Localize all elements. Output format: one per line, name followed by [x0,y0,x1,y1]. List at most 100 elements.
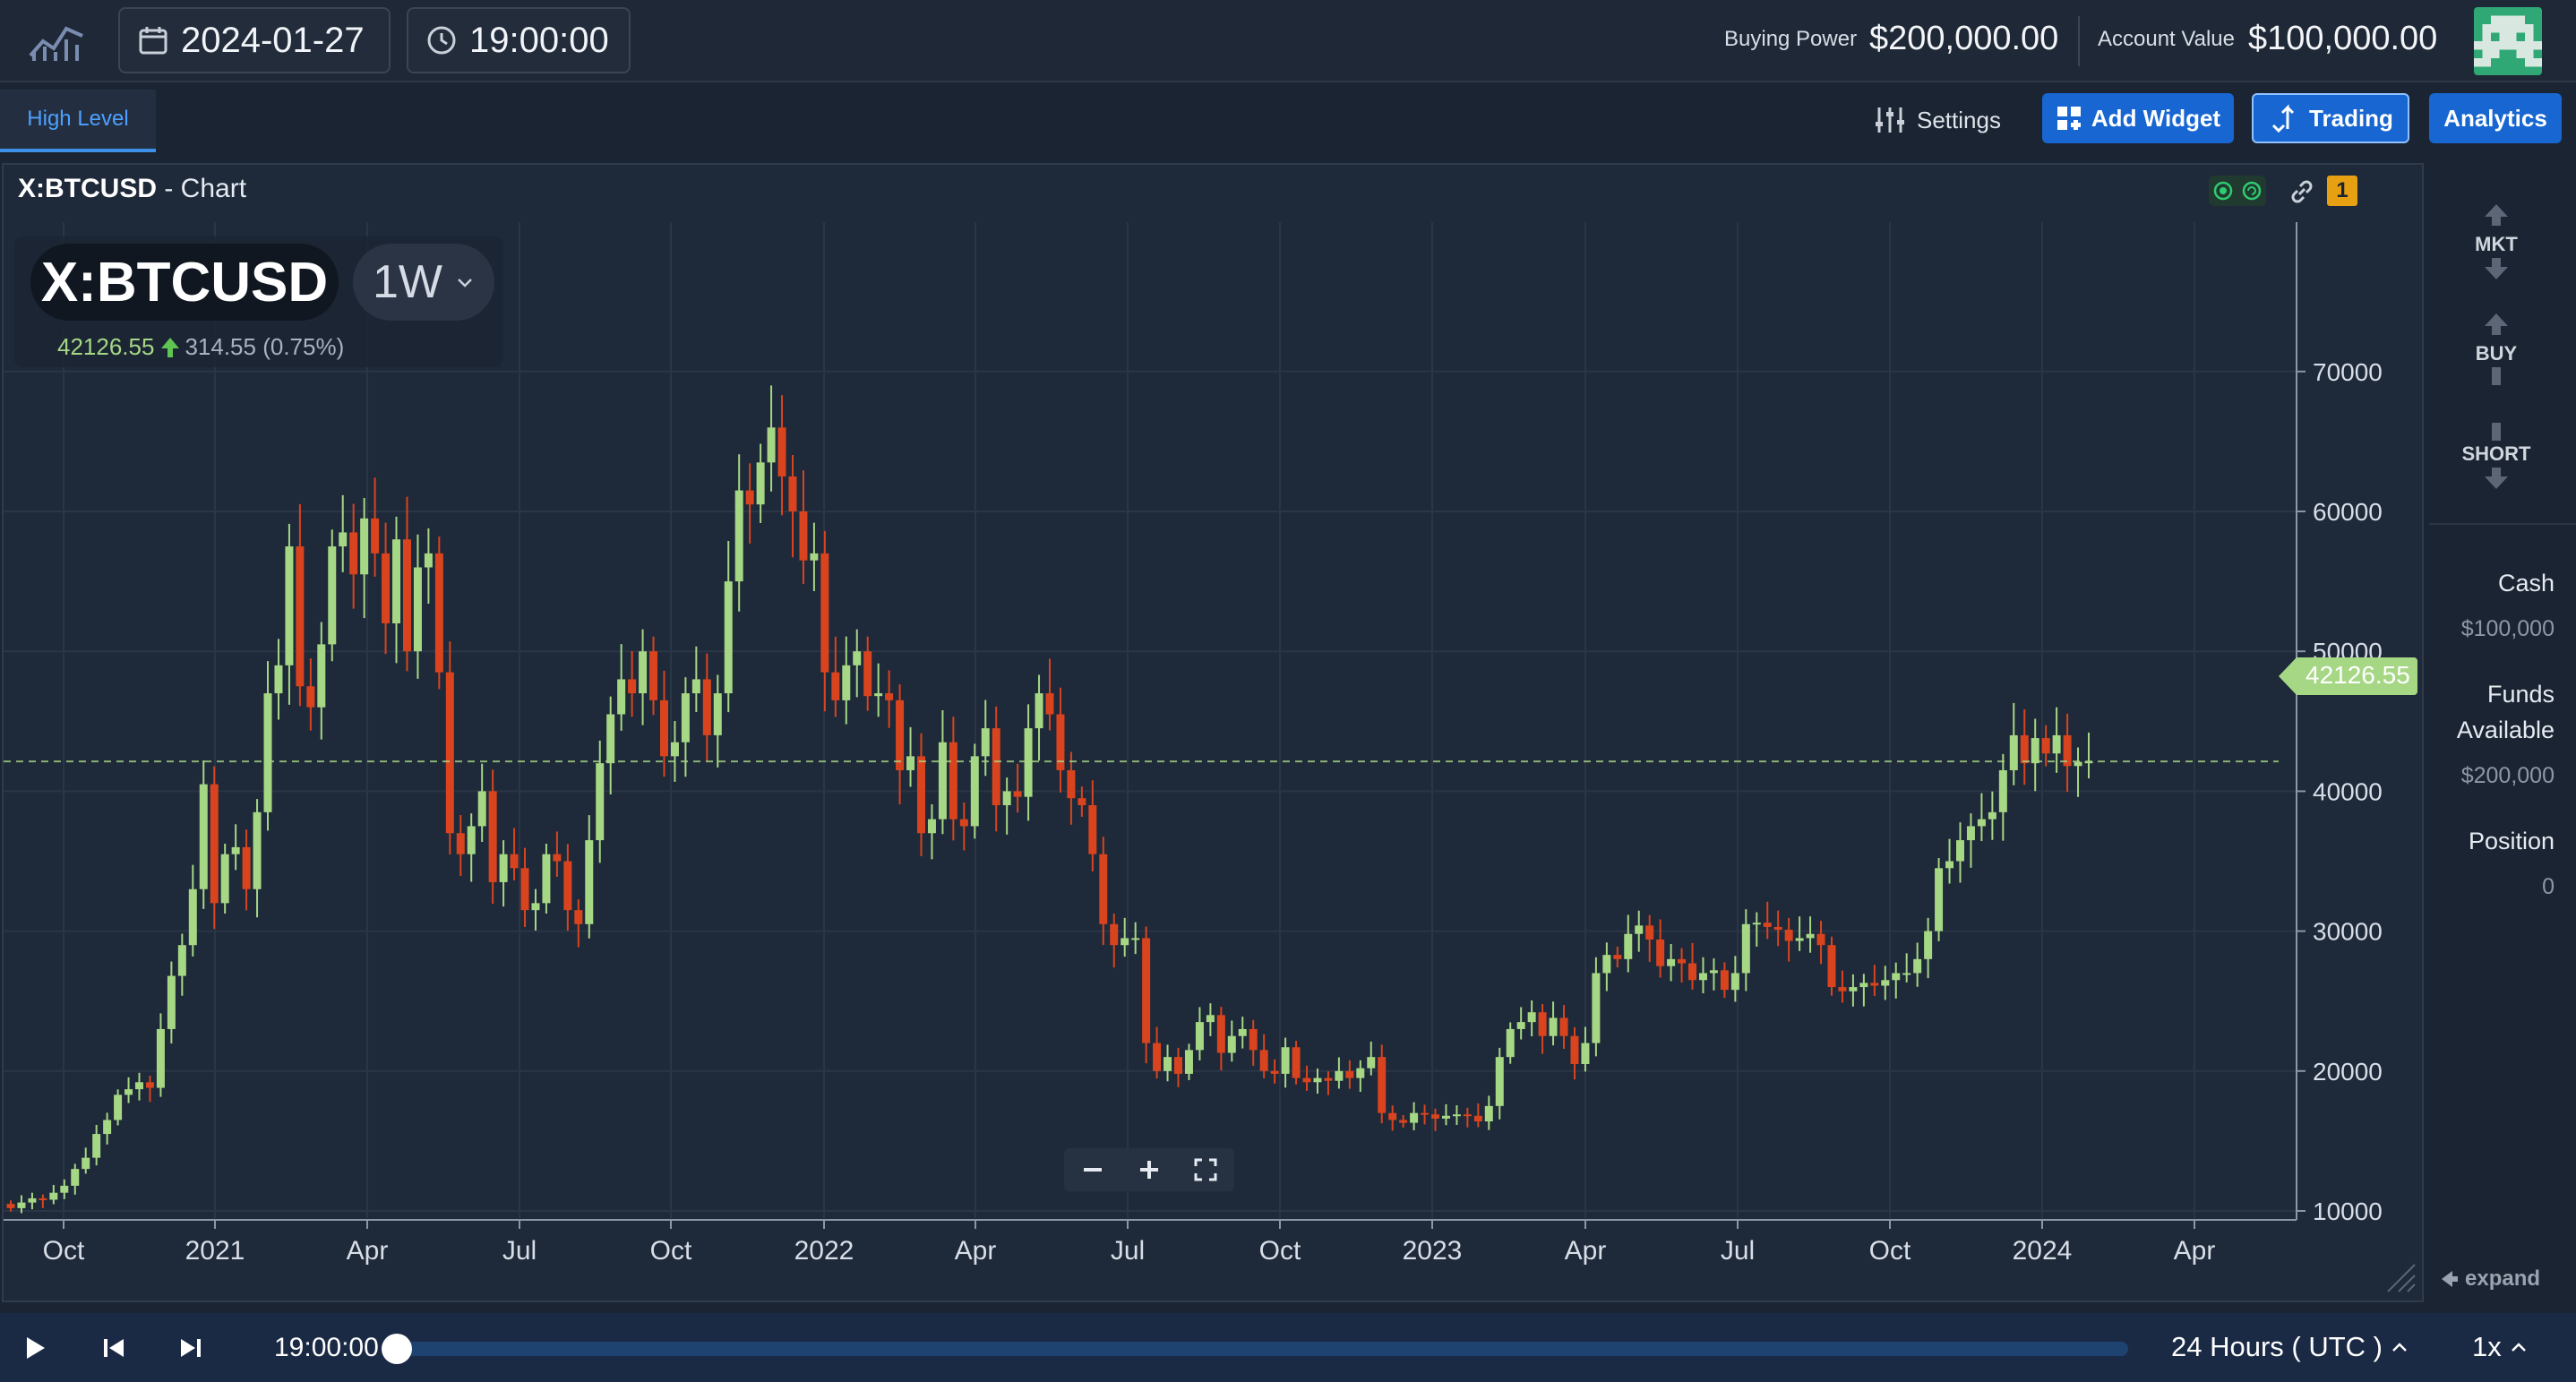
candle-body [510,854,519,869]
candle-body [1035,693,1043,729]
funds-label-1: Funds [2486,681,2555,708]
candle-body [520,868,529,911]
timezone-selector[interactable]: 24 Hours ( UTC ) [2171,1331,2409,1363]
short-button[interactable]: SHORT [2429,423,2563,496]
candle-body [1549,1017,1558,1036]
candle-body [1773,926,1782,931]
candle-body [1624,933,1633,959]
candle-body [402,539,411,652]
grid-plus-icon [2057,107,2081,130]
panel-title-symbol: X:BTCUSD [18,174,157,203]
candle-body [1078,798,1086,806]
candle-body [220,854,229,904]
clock-icon [427,26,456,55]
speed-selector[interactable]: 1x [2472,1331,2529,1363]
candle-body [434,553,443,673]
add-widget-button[interactable]: Add Widget [2042,93,2234,143]
candle-body [853,651,862,665]
divider [2078,16,2080,66]
candle-body [167,975,176,1029]
candle-body [1270,1070,1279,1074]
sidebar-divider [2429,523,2576,525]
expand-button[interactable]: expand [2440,1266,2540,1292]
step-back-icon[interactable] [100,1335,127,1361]
buy-button[interactable]: BUY [2429,312,2563,385]
fullscreen-icon[interactable] [1193,1157,1218,1182]
candle-body [1678,958,1687,964]
candle-body [371,518,380,554]
candle-body [60,1185,69,1193]
x-tick-label: Jul [1721,1236,1755,1266]
user-avatar[interactable] [2474,7,2542,75]
settings-button[interactable]: Settings [1874,100,2001,140]
candle-body [2020,734,2029,764]
playback-track[interactable] [394,1342,2128,1356]
expand-label: expand [2465,1266,2541,1291]
link-icon[interactable] [2288,177,2316,206]
candle-body [1388,1112,1397,1120]
candle-body [1924,931,1933,959]
candle-body [210,784,219,904]
x-tick-label: Oct [650,1236,692,1266]
trading-button[interactable]: Trading [2252,93,2409,143]
candle-body [1410,1112,1419,1123]
candle-body [1238,1028,1247,1036]
play-icon[interactable] [21,1335,48,1361]
candle-body [1538,1012,1547,1036]
buying-power-value: $200,000.00 [1869,20,2059,57]
candle-body [628,679,637,694]
candle-body [1806,933,1815,939]
candle-body [82,1157,90,1170]
time-picker[interactable]: 19:00:00 [407,7,631,73]
candle-body [1206,1015,1215,1023]
candle-body [1153,1043,1162,1071]
candle-body [1892,973,1901,981]
chevron-up-icon [2511,1343,2526,1352]
panel-header: X:BTCUSD - Chart [18,174,246,204]
arrow-up-icon [2485,204,2508,226]
step-forward-icon[interactable] [177,1335,204,1361]
candle-body [339,532,348,547]
app-logo-icon[interactable] [27,20,86,63]
candle-body [916,756,925,834]
y-tick-label: 10000 [2313,1197,2383,1225]
x-tick-label: 2024 [2013,1236,2073,1266]
arrow-left-icon [2442,1271,2458,1287]
candle-body [1988,811,1996,820]
candle-body [456,833,465,854]
interval-selector[interactable]: 1W [353,244,494,321]
price-tag: 42126.55 [2279,657,2417,695]
market-order-button[interactable]: MKT [2429,202,2563,287]
playback-handle[interactable] [382,1334,412,1364]
tab-high-level[interactable]: High Level [0,90,156,152]
time-value: 19:00:00 [469,20,609,60]
buying-power-label: Buying Power [1724,27,1858,51]
zoom-in-icon[interactable] [1137,1157,1162,1182]
arrow-down-icon [2485,468,2508,489]
resize-handle-icon[interactable] [2383,1259,2418,1295]
candle-body [1484,1105,1493,1122]
candle-body [1720,970,1729,991]
candle-body [724,581,733,694]
candle-body [1292,1047,1301,1078]
account-value-label: Account Value [2098,27,2235,51]
date-picker[interactable]: 2024-01-27 [118,7,391,73]
chart-panel: 10000 20000 30000 40000 50000 60000 70000 Oct 20… [2,163,2424,1302]
candle-body [1688,963,1697,981]
candle-body [885,693,894,700]
candle-body [1516,1022,1525,1029]
candle-body [1527,1012,1536,1023]
notification-badge[interactable]: 1 [2327,176,2357,206]
candle-body [392,539,401,623]
price-change: 42126.55 314.55 (0.75%) [57,333,344,361]
candle-body [831,672,840,700]
candle-body [1827,945,1836,988]
candle-body [1752,923,1761,925]
zoom-out-icon[interactable] [1080,1157,1105,1182]
analytics-button[interactable]: Analytics [2429,93,2562,143]
candle-body [1559,1017,1568,1036]
candle-body [767,427,776,463]
candle-body [1131,938,1140,940]
symbol-chip[interactable]: X:BTCUSD [30,244,339,321]
